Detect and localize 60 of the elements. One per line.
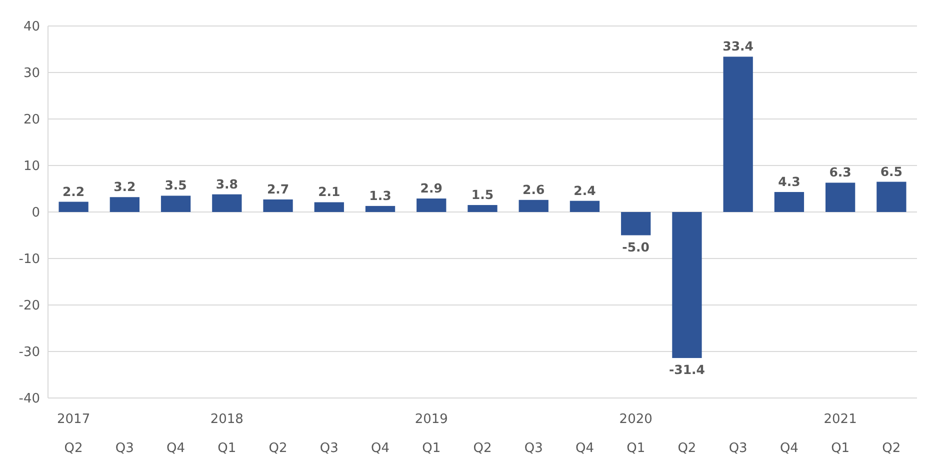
x-tick-label: Q4 <box>780 441 798 456</box>
bar <box>876 182 906 212</box>
bar <box>518 200 548 212</box>
y-tick-label: -20 <box>18 298 40 314</box>
data-label: 2.6 <box>522 182 545 197</box>
bar <box>110 197 140 212</box>
x-tick-label: 2018 Q1 <box>210 412 244 456</box>
x-tick-label: Q3 <box>320 441 338 456</box>
data-label: 2.1 <box>318 184 340 200</box>
bar <box>58 202 88 212</box>
bar <box>621 212 651 236</box>
bar <box>723 56 753 212</box>
y-tick-label: 20 <box>23 112 40 128</box>
x-tick-label: Q4 <box>166 441 186 456</box>
y-tick-label: 40 <box>23 20 40 35</box>
x-tick-label: 2017 Q2 <box>57 412 90 456</box>
x-tick-label: Q3 <box>115 441 134 456</box>
x-tick-label: 2021 Q1 <box>824 412 857 456</box>
bar <box>416 198 446 212</box>
bar <box>570 200 600 212</box>
data-label: 3.5 <box>164 178 187 193</box>
x-tick-label: Q4 <box>371 441 390 456</box>
bar <box>263 199 293 212</box>
x-tick-label: Q2 <box>678 441 696 456</box>
y-tick-label: -30 <box>18 345 40 360</box>
x-tick-label: Q2 <box>268 441 288 456</box>
x-tick-label: Q3 <box>524 441 543 456</box>
data-label: 2.9 <box>420 180 442 196</box>
data-label: 4.3 <box>778 174 800 190</box>
bar <box>160 196 191 212</box>
data-label: 3.2 <box>114 179 136 194</box>
bar <box>212 194 242 212</box>
data-label: 1.5 <box>471 187 494 202</box>
x-tick-label: Q2 <box>473 441 492 456</box>
data-label: 1.3 <box>369 188 392 203</box>
data-label: -5.0 <box>622 239 650 254</box>
data-label: 6.5 <box>880 164 903 179</box>
bar <box>314 202 344 212</box>
bar <box>774 192 804 212</box>
x-tick-label: 2020 Q1 <box>619 412 652 456</box>
data-label: 3.8 <box>216 176 238 192</box>
bar <box>672 212 702 358</box>
data-label: 6.3 <box>829 164 852 180</box>
data-label: -31.4 <box>668 362 706 378</box>
bar <box>468 205 498 212</box>
y-tick-label: -40 <box>18 392 40 407</box>
bar <box>365 206 396 212</box>
x-tick-label: Q3 <box>728 441 748 456</box>
data-label: 33.4 <box>722 38 754 54</box>
y-tick-label: 10 <box>23 159 40 174</box>
data-label: 2.4 <box>574 182 596 198</box>
data-label: 2.7 <box>266 181 290 196</box>
y-tick-label: 30 <box>23 66 40 82</box>
bar <box>826 182 856 212</box>
x-tick-label: Q2 <box>882 441 901 456</box>
x-tick-label: 2019 Q1 <box>414 412 448 456</box>
y-tick-label: 0 <box>32 206 40 221</box>
y-tick-label: -10 <box>18 252 40 268</box>
data-label: 2.2 <box>62 184 85 199</box>
x-tick-label: Q4 <box>575 441 594 456</box>
